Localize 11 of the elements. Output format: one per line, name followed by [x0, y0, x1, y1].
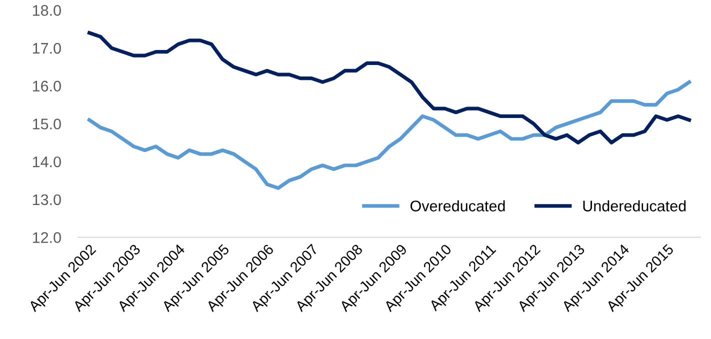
- y-tick-label: 12.0: [32, 232, 61, 243]
- y-tick-label: 17.0: [32, 42, 61, 54]
- legend-label: Overeducated: [410, 200, 505, 212]
- y-tick-label: 14.0: [32, 156, 61, 168]
- y-tick-label: 16.0: [32, 80, 61, 92]
- legend-label: Undereducated: [583, 200, 686, 212]
- y-tick-label: 15.0: [32, 118, 61, 130]
- y-tick-label: 18.0: [32, 5, 61, 16]
- line-series: [88, 31, 692, 144]
- y-tick-label: 13.0: [32, 194, 61, 206]
- line-series: [88, 80, 692, 190]
